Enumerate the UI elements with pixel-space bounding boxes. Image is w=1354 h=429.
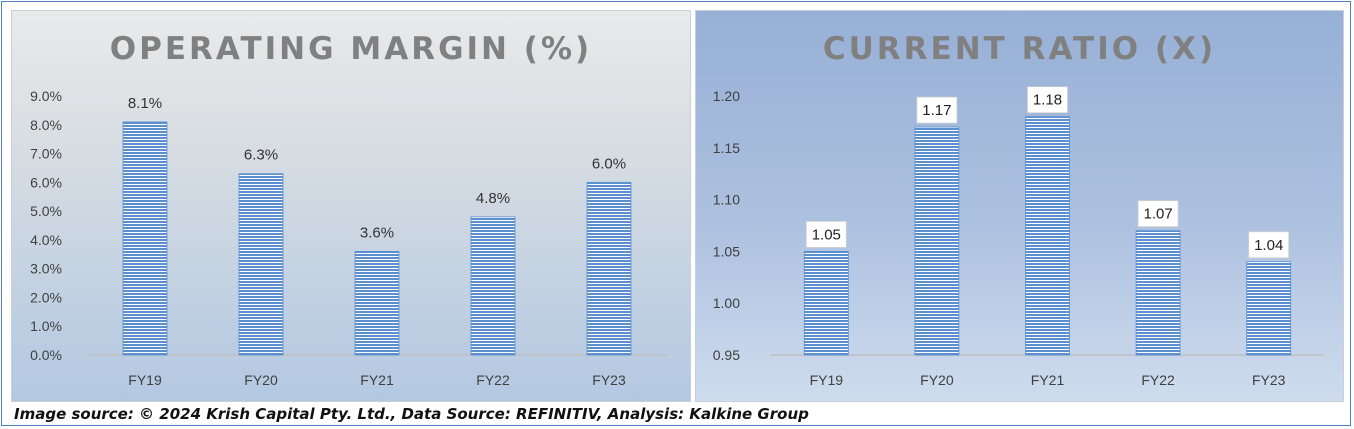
chart-title: CURRENT RATIO (X) — [822, 31, 1217, 67]
y-tick-label: 1.20 — [713, 88, 740, 104]
data-label-box — [1027, 86, 1068, 114]
data-label-box — [805, 220, 847, 248]
data-label: 8.1% — [128, 95, 162, 112]
bar — [1025, 116, 1070, 356]
y-tick-label: 0.95 — [713, 347, 740, 363]
bar — [354, 250, 400, 356]
data-label: 1.07 — [1143, 206, 1172, 223]
y-tick-label: 4.0% — [30, 232, 62, 248]
data-label: 4.8% — [476, 190, 510, 207]
y-tick-label: 1.05 — [713, 243, 740, 259]
bar — [122, 121, 168, 356]
operating-margin-chart: OPERATING MARGIN (%) 0.0% 1.0% 2.0% 3.0% 4.0… — [11, 10, 691, 402]
data-label-box — [1137, 200, 1179, 228]
y-tick-label: 0.0% — [30, 347, 62, 363]
y-tick-label: 2.0% — [30, 289, 62, 305]
x-tick-label: FY20 — [920, 372, 954, 388]
x-tick-label: FY22 — [1141, 372, 1175, 388]
x-tick-label: FY23 — [592, 372, 626, 388]
y-tick-label: 9.0% — [30, 88, 62, 104]
current-ratio-chart: CURRENT RATIO (X) 0.95 1.00 1.05 1.10 1.15 1.… — [695, 10, 1344, 402]
y-tick-label: 1.10 — [713, 192, 740, 208]
bar — [238, 173, 284, 356]
y-tick-label: 3.0% — [30, 261, 62, 277]
data-label: 1.17 — [922, 102, 951, 119]
chart-title: OPERATING MARGIN (%) — [109, 31, 593, 67]
y-tick-label: 1.15 — [713, 140, 740, 156]
bar — [1246, 261, 1292, 356]
current-ratio-plot: 0.95 1.00 1.05 1.10 1.15 1.20 1.05 FY19 1.17 FY20… — [713, 86, 1324, 388]
bar — [470, 216, 516, 356]
x-tick-label: FY21 — [1031, 372, 1065, 388]
data-label: 6.3% — [244, 147, 278, 164]
bar — [803, 250, 849, 356]
bar — [586, 181, 632, 356]
data-label-box — [916, 96, 958, 124]
data-label: 1.18 — [1033, 92, 1062, 109]
data-label: 3.6% — [360, 224, 394, 241]
x-tick-label: FY22 — [476, 372, 510, 388]
y-tick-label: 6.0% — [30, 174, 62, 190]
source-note: Image source: © 2024 Krish Capital Pty. … — [14, 405, 809, 423]
x-tick-label: FY20 — [244, 372, 278, 388]
data-label: 1.04 — [1254, 237, 1283, 254]
operating-margin-plot: 0.0% 1.0% 2.0% 3.0% 4.0% 5.0% 6.0% 7.0% 8.0% 9.0%… — [30, 88, 667, 388]
x-tick-label: FY19 — [810, 372, 844, 388]
y-tick-label: 8.0% — [30, 117, 62, 133]
data-label: 6.0% — [592, 155, 626, 172]
y-tick-label: 1.0% — [30, 318, 62, 334]
x-tick-label: FY23 — [1252, 372, 1286, 388]
y-tick-label: 7.0% — [30, 146, 62, 162]
x-tick-label: FY21 — [360, 372, 394, 388]
bar — [914, 126, 960, 356]
y-tick-label: 5.0% — [30, 203, 62, 219]
bar — [1135, 230, 1181, 356]
y-tick-label: 1.00 — [713, 295, 740, 311]
data-label: 1.05 — [812, 226, 841, 243]
data-label-box — [1248, 231, 1290, 259]
x-tick-label: FY19 — [128, 372, 162, 388]
